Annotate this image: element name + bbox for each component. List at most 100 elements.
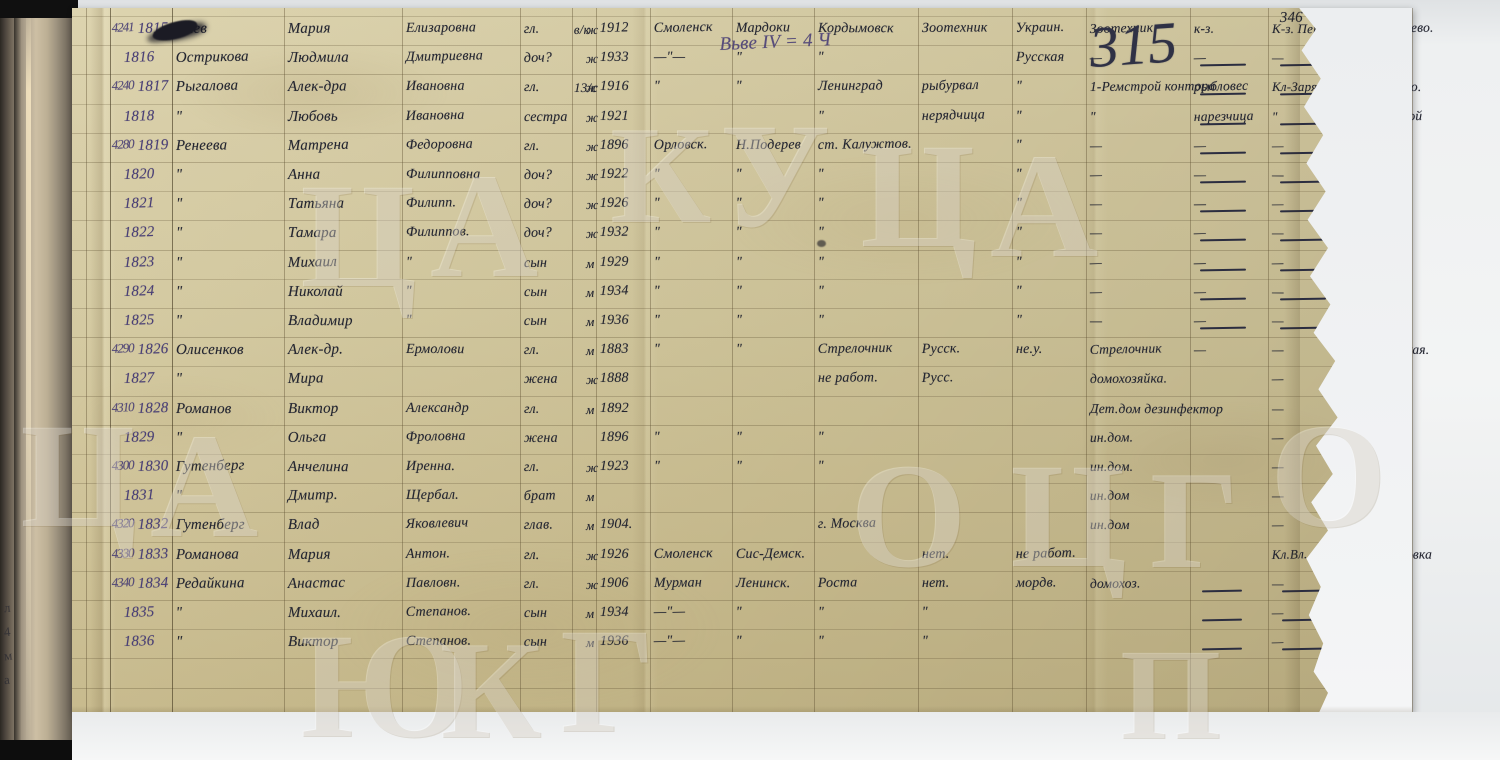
handwritten-text: гл. [524,460,540,476]
handwritten-text: " [654,430,660,446]
handwritten-text: Матрена [288,137,349,155]
handwritten-text: Рыгалова [176,78,239,96]
handwritten-text: 1821 [123,195,154,213]
handwritten-text: Любовь [288,108,338,125]
handwritten-text: " [922,605,928,621]
handwritten-text: " [1090,109,1096,125]
rule-line [72,191,1412,192]
handwritten-text: Ивановна [406,107,465,124]
handwritten-text: " [736,79,742,95]
handwritten-text: 1829 [123,429,154,447]
handwritten-text: 1936 [600,634,629,650]
column-line [918,8,919,714]
handwritten-text: глав. [524,518,553,534]
handwritten-text: 1836 [123,633,154,651]
rule-line [72,220,1412,221]
handwritten-text: — [1272,254,1284,270]
handwritten-text: 1936 [600,313,629,329]
handwritten-text: Ленинград [818,79,883,96]
handwritten-text: 4320 [111,515,134,532]
handwritten-text: " [818,605,824,621]
rule-line [72,454,1412,455]
handwritten-text: " [1016,196,1022,212]
handwritten-text: " [1016,167,1022,183]
handwritten-text: Елизаровна [406,20,476,37]
rule-line [72,133,1412,134]
handwritten-text: 4240 [111,77,134,94]
handwritten-text: " [818,459,824,475]
handwritten-text: гл. [524,402,539,418]
rule-line [72,16,1412,17]
handwritten-text: Тамара [288,225,337,242]
handwritten-text: " [818,109,824,125]
handwritten-text: 1932 [600,225,629,241]
handwritten-text: 1834 [137,575,168,593]
handwritten-text: Анчелина [288,459,349,476]
handwritten-text: " [176,196,183,213]
handwritten-text: — [1090,254,1103,270]
handwritten-text: Зоотехник [922,20,988,37]
handwritten-text: ж [586,22,598,38]
handwritten-text: 1926 [600,196,629,213]
handwritten-text: " [736,167,742,183]
handwritten-text: " [1016,225,1022,241]
handwritten-text: — [1272,401,1284,417]
column-line [1190,8,1191,714]
handwritten-text: — [1272,430,1284,446]
handwritten-text: 1921 [600,108,629,124]
handwritten-text: м [586,343,595,359]
handwritten-text: —"— [654,50,686,66]
handwritten-text: г. Москва [818,516,877,533]
handwritten-text: " [176,284,183,301]
handwritten-text: Виктор [288,634,339,651]
handwritten-text: ж [586,226,599,242]
handwritten-text: 1824 [123,283,154,301]
handwritten-text: " [736,255,742,271]
binding-mark-0: л [3,600,11,617]
handwritten-text: гл. [524,343,540,359]
column-line [1268,8,1269,714]
handwritten-text: м [586,635,595,651]
handwritten-text: сестра [524,109,568,125]
handwritten-text: " [176,313,183,330]
register-sheet: 42411815СчевМарияЕлизаровнагл.в/кж1912См… [72,8,1412,714]
handwritten-text: 1826 [137,341,168,359]
handwritten-text: ж [586,460,598,476]
column-line [520,8,521,714]
handwritten-text: 1830 [137,458,168,476]
handwritten-text: 1934 [600,283,629,300]
handwritten-text: 1820 [123,166,154,184]
binding-mark-2: м [3,648,13,665]
handwritten-text: " [922,634,928,650]
handwritten-text: Степанов. [406,604,471,621]
handwritten-text: Романова [176,546,239,564]
handwritten-text: домохоз. [1090,575,1141,592]
handwritten-text: 4280 [111,136,134,153]
handwritten-text: 1922 [600,166,629,183]
handwritten-text: Фроловна [406,428,466,445]
handwritten-text: " [654,342,660,358]
handwritten-text: Редайкина [176,575,245,593]
dash-mark [1202,589,1242,592]
handwritten-text: сын [524,285,547,301]
rule-line [72,658,1412,659]
rule-line [72,279,1412,280]
handwritten-text: 1923 [600,459,629,475]
handwritten-text: м [586,314,595,330]
handwritten-text: 4300 [111,457,134,474]
handwritten-text: мордв. [1016,575,1057,591]
handwritten-text: " [406,255,412,271]
handwritten-text: " [818,255,824,271]
handwritten-text: 1904. [600,517,633,533]
handwritten-text: ж [586,372,598,388]
handwritten-text: Яковлевич [406,516,469,534]
handwritten-text: " [176,255,183,272]
column-line [572,8,573,714]
handwritten-text: 1926 [600,546,629,562]
handwritten-text: жена [524,431,558,447]
handwritten-text: Ивановна [406,79,465,95]
handwritten-text: Ренеева [176,137,228,155]
rule-line [72,396,1412,397]
handwritten-text: доч? [524,197,552,213]
handwritten-text: Мария [288,546,331,563]
